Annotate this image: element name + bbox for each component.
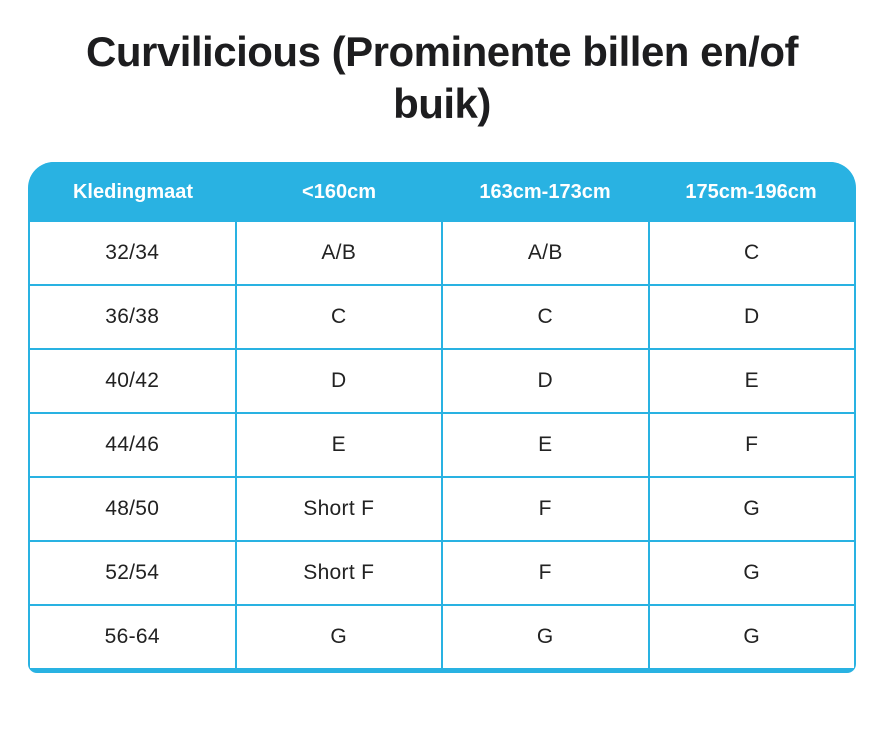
column-header-175-196cm: 175cm-196cm [685,180,817,203]
row-label-cell: 36/38 [30,286,235,348]
row-label-cell: 48/50 [30,478,235,540]
size-value-cell: G [649,606,854,668]
table-body: 32/34 A/B A/B C 36/38 C C D 40/42 D D E 44/46 E E F 48/5… [30,222,854,668]
size-value-cell: D [443,350,648,412]
size-value-cell: G [649,478,854,540]
size-value-cell: Short F [236,542,441,604]
size-value-cell: F [443,542,648,604]
row-label-cell: 32/34 [30,222,235,284]
table-row: 32/34 A/B A/B C [30,222,854,284]
page: { "title": { "full": "Curvilicious (Prom… [0,26,884,744]
size-value-cell: E [649,350,854,412]
size-value-cell: D [236,350,441,412]
column-header-163-173cm: 163cm-173cm [479,180,611,203]
size-value-cell: G [649,542,854,604]
table-row: 40/42 D D E [30,350,854,412]
size-value-cell: E [443,414,648,476]
row-label-cell: 44/46 [30,414,235,476]
table-row: 44/46 E E F [30,414,854,476]
row-label-cell: 52/54 [30,542,235,604]
size-value-cell: F [649,414,854,476]
column-header-kledingmaat: Kledingmaat [72,180,194,203]
size-value-cell: F [443,478,648,540]
size-value-cell: C [236,286,441,348]
page-title: Curvilicious (Prominente billen en/of bu… [0,26,884,130]
size-value-cell: G [443,606,648,668]
table-header-row: Kledingmaat <160cm 163cm-173cm 175cm-196… [30,162,854,222]
size-value-cell: A/B [443,222,648,284]
table-row: 36/38 C C D [30,286,854,348]
size-value-cell: G [236,606,441,668]
page-title-line2: buik) [393,80,491,127]
size-value-cell: E [236,414,441,476]
size-value-cell: D [649,286,854,348]
size-value-cell: A/B [236,222,441,284]
table-row: 56-64 G G G [30,606,854,668]
row-label-cell: 40/42 [30,350,235,412]
column-header-under-160cm: <160cm [302,180,376,203]
size-value-cell: Short F [236,478,441,540]
page-title-line1: Curvilicious (Prominente billen en/of [86,28,798,75]
size-value-cell: C [443,286,648,348]
size-table: Kledingmaat <160cm 163cm-173cm 175cm-196… [28,162,856,673]
row-label-cell: 56-64 [30,606,235,668]
size-value-cell: C [649,222,854,284]
